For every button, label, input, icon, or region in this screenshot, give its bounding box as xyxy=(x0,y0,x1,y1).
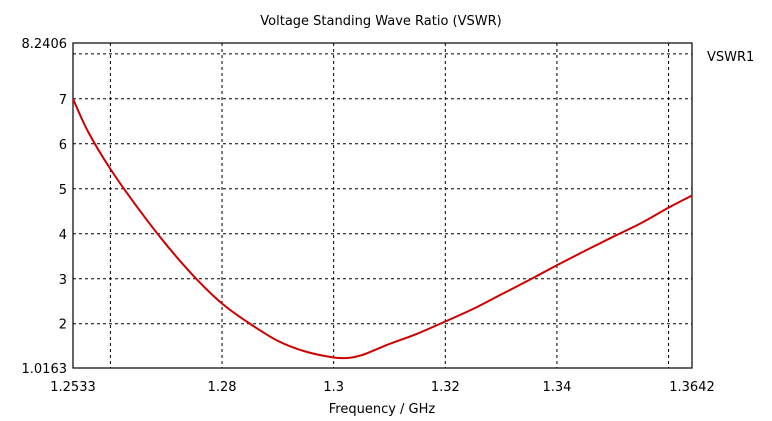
series-line-vswr1 xyxy=(72,98,693,360)
y-tick-label: 6 xyxy=(59,138,67,153)
x-tick-label: 1.28 xyxy=(208,380,237,395)
x-tick-label: 1.34 xyxy=(542,380,571,395)
series-layer xyxy=(72,98,693,360)
y-tick-label: 3 xyxy=(59,273,67,288)
y-tick-label: 1.0163 xyxy=(22,362,68,377)
tick-labels: 1.2533 1.28 1.3 1.32 1.34 1.3642 1.0163 2 3 4 5 6 7 8… xyxy=(22,37,715,395)
plot-area-frame xyxy=(72,42,693,369)
y-tick-label: 8.2406 xyxy=(22,37,68,52)
x-tick-label: 1.32 xyxy=(431,380,460,395)
y-tick-label: 4 xyxy=(59,228,67,243)
y-tick-label: 5 xyxy=(59,183,67,198)
x-tick-label: 1.2533 xyxy=(50,380,96,395)
chart-title: Voltage Standing Wave Ratio (VSWR) xyxy=(260,14,501,29)
y-tick-label: 7 xyxy=(59,93,67,108)
x-axis-label: Frequency / GHz xyxy=(329,402,436,417)
y-tick-label: 2 xyxy=(59,318,67,333)
x-tick-label: 1.3642 xyxy=(669,380,715,395)
legend-entry-vswr1: VSWR1 xyxy=(707,50,754,65)
x-tick-label: 1.3 xyxy=(323,380,344,395)
grid-lines xyxy=(73,43,692,368)
